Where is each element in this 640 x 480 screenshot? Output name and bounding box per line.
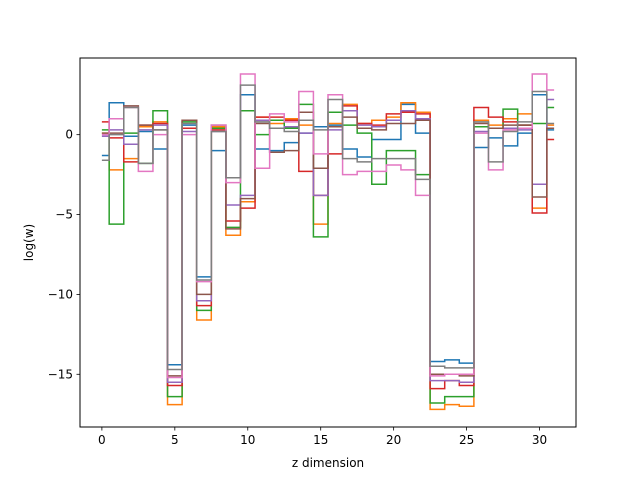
y-tick-label: −10	[48, 287, 73, 301]
series-line-8	[101, 84, 555, 371]
x-tick-label: 25	[459, 433, 474, 447]
y-tick-label: 0	[65, 128, 73, 142]
plot-area	[101, 73, 555, 411]
x-tick-label: 20	[386, 433, 401, 447]
y-axis-label: log(w)	[22, 224, 36, 261]
x-tick-label: 0	[98, 433, 106, 447]
x-tick-label: 10	[240, 433, 255, 447]
series-line-6	[101, 105, 555, 377]
x-axis: 0 5 10 15 20 25 30	[98, 427, 547, 447]
y-tick-label: −5	[55, 208, 73, 222]
y-axis: −15 −10 −5 0	[48, 128, 80, 381]
x-tick-label: 30	[532, 433, 547, 447]
series-line-7	[101, 73, 555, 379]
series-line-3	[101, 103, 555, 404]
x-tick-label: 15	[313, 433, 328, 447]
plot-frame	[79, 57, 577, 428]
x-axis-label: z dimension	[292, 456, 364, 470]
x-tick-label: 5	[171, 433, 179, 447]
y-tick-label: −15	[48, 367, 73, 381]
